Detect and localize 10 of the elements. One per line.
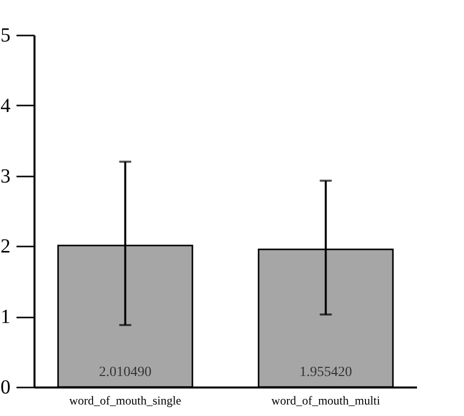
data-label: 2.010490 [98,365,152,380]
y-tick-label: 1 [0,306,10,328]
y-tick-label: 4 [0,94,10,117]
data-label: 1.955420 [300,365,352,380]
y-tick-label: 2 [0,236,10,258]
y-tick-label: 0 [0,376,10,398]
x-tick-label: word_of_mouth_multi [271,394,381,408]
x-tick-label: word_of_mouth_single [69,394,182,408]
y-tick-label: 3 [0,165,10,188]
y-tick-label: 5 [0,24,10,46]
